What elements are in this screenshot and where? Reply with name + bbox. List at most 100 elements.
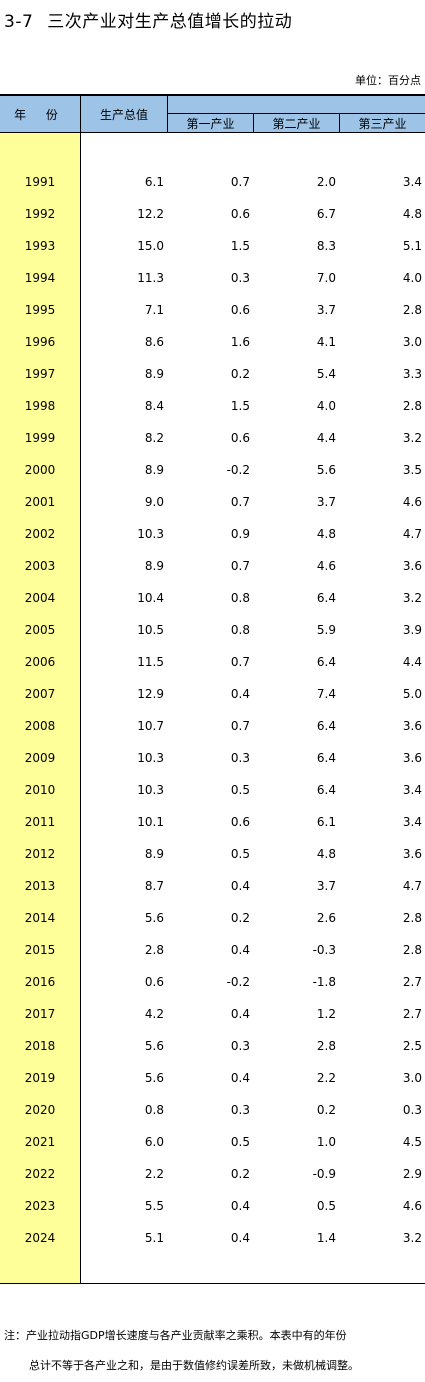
cell-secondary: 4.4 xyxy=(316,431,336,445)
cell-secondary: 4.8 xyxy=(316,527,336,541)
table-row: 2005 10.5 0.8 5.9 3.9 xyxy=(0,614,425,646)
unit-label: 单位：百分点 xyxy=(355,74,421,87)
table-row: 2014 5.6 0.2 2.6 2.8 xyxy=(0,902,425,934)
table-row: 2020 0.8 0.3 0.2 0.3 xyxy=(0,1094,425,1126)
table-row: 2024 5.1 0.4 1.4 3.2 xyxy=(0,1222,425,1254)
cell-primary: -0.2 xyxy=(226,975,250,989)
table-title: 三次产业对生产总值增长的拉动 xyxy=(47,12,293,32)
cell-primary: 0.7 xyxy=(230,559,250,573)
table-row: 2007 12.9 0.4 7.4 5.0 xyxy=(0,678,425,710)
cell-primary: 0.6 xyxy=(230,815,250,829)
cell-secondary: 2.2 xyxy=(316,1071,336,1085)
cell-year: 1992 xyxy=(24,207,56,221)
cell-year: 1993 xyxy=(24,239,56,253)
cell-tertiary: 3.2 xyxy=(402,1231,422,1245)
header-gdp: 生产总值 xyxy=(99,107,148,122)
cell-year: 2016 xyxy=(24,975,56,989)
cell-tertiary: 2.9 xyxy=(402,1167,422,1181)
cell-tertiary: 4.5 xyxy=(402,1135,422,1149)
cell-primary: 0.7 xyxy=(230,655,250,669)
cell-tertiary: 4.6 xyxy=(402,495,422,509)
cell-year: 2014 xyxy=(24,911,56,925)
cell-secondary: -0.9 xyxy=(312,1167,336,1181)
table-row: 1992 12.2 0.6 6.7 4.8 xyxy=(0,198,425,230)
cell-gdp: 8.9 xyxy=(144,559,164,573)
table-row: 1996 8.6 1.6 4.1 3.0 xyxy=(0,326,425,358)
cell-gdp: 2.8 xyxy=(144,943,164,957)
cell-year: 2005 xyxy=(24,623,56,637)
table-row: 1997 8.9 0.2 5.4 3.3 xyxy=(0,358,425,390)
cell-secondary: 7.0 xyxy=(316,271,336,285)
cell-secondary: -1.8 xyxy=(312,975,336,989)
cell-tertiary: 3.6 xyxy=(402,847,422,861)
cell-secondary: 1.2 xyxy=(316,1007,336,1021)
cell-tertiary: 2.7 xyxy=(402,1007,422,1021)
cell-year: 2013 xyxy=(24,879,56,893)
cell-secondary: 6.1 xyxy=(316,815,336,829)
cell-year: 2018 xyxy=(24,1039,56,1053)
cell-gdp: 8.7 xyxy=(144,879,164,893)
header-divider xyxy=(253,114,254,132)
cell-primary: 0.8 xyxy=(230,591,250,605)
table-header: 年 份 生产总值 第一产业 第二产业 第三产业 xyxy=(0,94,425,133)
cell-secondary: 5.6 xyxy=(316,463,336,477)
cell-gdp: 11.3 xyxy=(137,271,164,285)
cell-year: 2001 xyxy=(24,495,56,509)
cell-secondary: 6.4 xyxy=(316,719,336,733)
cell-tertiary: 2.5 xyxy=(402,1039,422,1053)
cell-year: 2003 xyxy=(24,559,56,573)
cell-secondary: 5.4 xyxy=(316,367,336,381)
cell-primary: 0.4 xyxy=(230,687,250,701)
cell-tertiary: 0.3 xyxy=(402,1103,422,1117)
cell-tertiary: 3.9 xyxy=(402,623,422,637)
cell-tertiary: 3.0 xyxy=(402,1071,422,1085)
table-row: 2015 2.8 0.4 -0.3 2.8 xyxy=(0,934,425,966)
cell-secondary: 6.4 xyxy=(316,655,336,669)
cell-year: 1991 xyxy=(24,175,56,189)
table-row: 2016 0.6 -0.2 -1.8 2.7 xyxy=(0,966,425,998)
header-primary: 第一产业 xyxy=(186,116,235,131)
cell-secondary: 3.7 xyxy=(316,303,336,317)
cell-year: 2010 xyxy=(24,783,56,797)
table-row: 2012 8.9 0.5 4.8 3.6 xyxy=(0,838,425,870)
cell-tertiary: 4.8 xyxy=(402,207,422,221)
cell-gdp: 10.7 xyxy=(137,719,164,733)
cell-year: 2009 xyxy=(24,751,56,765)
cell-gdp: 8.9 xyxy=(144,847,164,861)
cell-primary: 0.3 xyxy=(230,1039,250,1053)
cell-gdp: 8.4 xyxy=(144,399,164,413)
cell-tertiary: 3.6 xyxy=(402,559,422,573)
cell-secondary: 6.4 xyxy=(316,783,336,797)
cell-gdp: 9.0 xyxy=(144,495,164,509)
cell-primary: 0.5 xyxy=(230,1135,250,1149)
cell-gdp: 7.1 xyxy=(144,303,164,317)
cell-secondary: 4.0 xyxy=(316,399,336,413)
cell-tertiary: 2.8 xyxy=(402,303,422,317)
table-row: 2000 8.9 -0.2 5.6 3.5 xyxy=(0,454,425,486)
cell-primary: 0.6 xyxy=(230,431,250,445)
header-secondary: 第二产业 xyxy=(272,116,321,131)
cell-primary: 0.4 xyxy=(230,1007,250,1021)
cell-secondary: 2.8 xyxy=(316,1039,336,1053)
cell-primary: 0.5 xyxy=(230,847,250,861)
cell-year: 2002 xyxy=(24,527,56,541)
year-column-background xyxy=(0,133,80,1283)
cell-secondary: 4.1 xyxy=(316,335,336,349)
cell-secondary: 2.0 xyxy=(316,175,336,189)
cell-tertiary: 3.2 xyxy=(402,431,422,445)
footnote-line-1: 注：产业拉动指GDP增长速度与各产业贡献率之乘积。本表中有的年份 xyxy=(4,1329,347,1342)
table-bottom-border xyxy=(0,1283,425,1284)
cell-primary: 1.5 xyxy=(230,399,250,413)
cell-primary: 0.2 xyxy=(230,1167,250,1181)
cell-secondary: 2.6 xyxy=(316,911,336,925)
cell-primary: 0.3 xyxy=(230,751,250,765)
cell-gdp: 5.6 xyxy=(144,911,164,925)
cell-secondary: 3.7 xyxy=(316,495,336,509)
cell-tertiary: 4.7 xyxy=(402,879,422,893)
cell-year: 2021 xyxy=(24,1135,56,1149)
cell-year: 1996 xyxy=(24,335,56,349)
cell-tertiary: 4.6 xyxy=(402,1199,422,1213)
cell-primary: -0.2 xyxy=(226,463,250,477)
cell-primary: 0.3 xyxy=(230,271,250,285)
cell-gdp: 8.2 xyxy=(144,431,164,445)
